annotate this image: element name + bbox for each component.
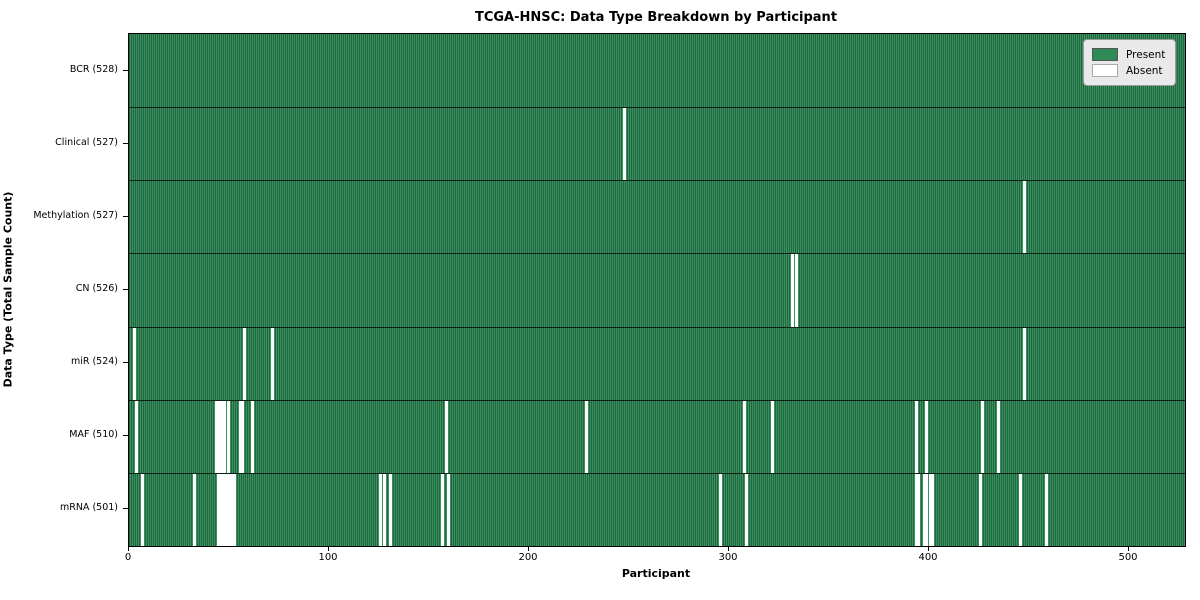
absent-bar xyxy=(214,400,218,473)
heatmap-row-mrna xyxy=(129,472,1185,546)
heatmap-row-maf xyxy=(129,399,1185,473)
absent-bar xyxy=(1044,473,1048,546)
legend-label-present: Present xyxy=(1126,48,1166,61)
absent-bar xyxy=(242,327,246,400)
x-tick-label-400: 400 xyxy=(918,552,938,563)
absent-swatch-icon xyxy=(1092,64,1118,77)
absent-bar xyxy=(584,400,588,473)
absent-bar xyxy=(916,473,920,546)
absent-bar xyxy=(440,473,444,546)
absent-bar xyxy=(980,400,984,473)
absent-bar xyxy=(220,473,224,546)
absent-bar xyxy=(222,400,226,473)
absent-bar xyxy=(922,473,926,546)
absent-bar xyxy=(770,400,774,473)
absent-bar xyxy=(928,473,932,546)
y-tick-label-maf: MAF (510) xyxy=(69,429,118,441)
x-tick-label-300: 300 xyxy=(718,552,738,563)
absent-bar xyxy=(622,108,626,181)
legend: Present Absent xyxy=(1083,39,1177,86)
absent-bar xyxy=(232,473,236,546)
y-tick-mark xyxy=(123,215,128,217)
absent-bar xyxy=(790,254,794,327)
y-tick-label-cn: CN (526) xyxy=(75,283,118,294)
absent-bar xyxy=(218,473,222,546)
absent-bar xyxy=(240,400,244,473)
legend-label-absent: Absent xyxy=(1126,64,1163,77)
absent-bar xyxy=(718,473,722,546)
heatmap-row-methylation xyxy=(129,180,1185,254)
absent-bar xyxy=(218,400,222,473)
absent-bar xyxy=(224,473,228,546)
absent-bar xyxy=(1022,181,1026,254)
y-tick-label-methylation: Methylation (527) xyxy=(33,209,118,221)
absent-bar xyxy=(140,473,144,546)
absent-bar xyxy=(228,473,232,546)
y-tick-label-mrna: mRNA (501) xyxy=(59,502,118,514)
absent-bar xyxy=(250,400,254,473)
x-tick-label-200: 200 xyxy=(518,552,538,563)
x-tick-mark xyxy=(328,547,329,551)
y-tick-label-clinical: Clinical (527) xyxy=(55,136,118,148)
absent-bar xyxy=(996,400,1000,473)
absent-bar xyxy=(230,473,234,546)
x-tick-mark xyxy=(1128,547,1129,551)
absent-bar xyxy=(914,400,918,473)
x-tick-mark xyxy=(728,547,729,551)
absent-bar xyxy=(444,400,448,473)
absent-bar xyxy=(378,473,382,546)
y-tick-mark xyxy=(123,142,128,144)
x-tick-mark xyxy=(128,547,129,551)
absent-bar xyxy=(222,473,226,546)
y-tick-label-mir: miR (524) xyxy=(70,356,118,368)
x-tick-label-100: 100 xyxy=(318,552,338,563)
y-tick-mark xyxy=(123,362,128,364)
present-swatch-icon xyxy=(1092,48,1118,61)
absent-bar xyxy=(134,400,138,473)
absent-bar xyxy=(794,254,798,327)
x-axis-label: Participant xyxy=(621,567,691,580)
absent-bar xyxy=(216,473,220,546)
absent-bar xyxy=(238,400,242,473)
absent-bar xyxy=(388,473,392,546)
plot-area xyxy=(128,33,1186,547)
y-tick-mark xyxy=(123,69,128,71)
heatmap-row-bcr xyxy=(129,34,1185,108)
absent-bar xyxy=(270,327,274,400)
absent-bar xyxy=(1022,327,1026,400)
absent-bar xyxy=(930,473,934,546)
absent-bar xyxy=(226,400,230,473)
heatmap-row-clinical xyxy=(129,107,1185,181)
y-tick-mark xyxy=(123,508,128,510)
x-tick-mark xyxy=(928,547,929,551)
legend-entry-present: Present xyxy=(1092,48,1165,61)
absent-bar xyxy=(192,473,196,546)
heatmap-row-cn xyxy=(129,253,1185,327)
absent-bar xyxy=(216,400,220,473)
absent-bar xyxy=(132,327,136,400)
absent-bar xyxy=(924,400,928,473)
absent-bar xyxy=(744,473,748,546)
absent-bar xyxy=(742,400,746,473)
absent-bar xyxy=(1018,473,1022,546)
absent-bar xyxy=(978,473,982,546)
y-tick-mark xyxy=(123,435,128,437)
legend-entry-absent: Absent xyxy=(1092,64,1165,77)
absent-bar xyxy=(924,473,928,546)
absent-bar xyxy=(382,473,386,546)
heatmap-row-mir xyxy=(129,326,1185,400)
x-tick-label-500: 500 xyxy=(1118,552,1138,563)
absent-bar xyxy=(446,473,450,546)
absent-bar xyxy=(220,400,224,473)
x-tick-mark xyxy=(528,547,529,551)
chart-title: TCGA-HNSC: Data Type Breakdown by Partic… xyxy=(474,10,838,25)
absent-bar xyxy=(914,473,918,546)
y-tick-label-bcr: BCR (528) xyxy=(69,63,118,75)
x-tick-label-0: 0 xyxy=(124,552,132,563)
y-tick-mark xyxy=(123,289,128,290)
absent-bar xyxy=(226,473,230,546)
